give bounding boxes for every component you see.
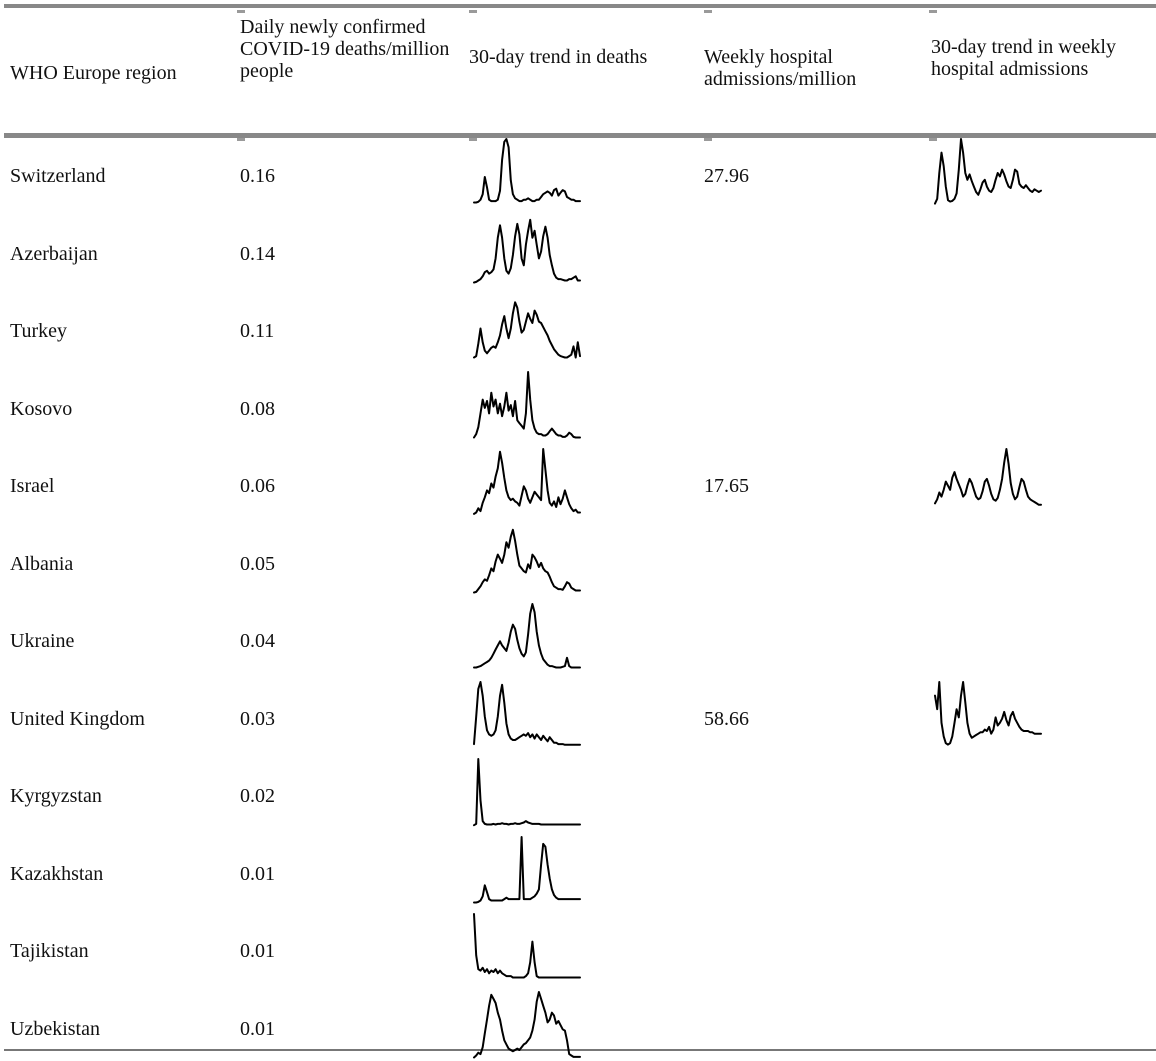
column-tick xyxy=(704,138,712,141)
header-region: WHO Europe region xyxy=(10,62,177,84)
row-deaths: 0.06 xyxy=(240,475,275,497)
row-region: Ukraine xyxy=(10,630,75,652)
deaths-trend-sparkline xyxy=(473,758,581,827)
row-region: Azerbaijan xyxy=(10,242,98,265)
header-hosp-trend: 30-day trend in weekly hospital admissio… xyxy=(931,36,1116,80)
deaths-trend-sparkline xyxy=(473,990,581,1058)
deaths-trend-sparkline xyxy=(473,301,581,359)
column-tick xyxy=(704,10,712,13)
row-region: United Kingdom xyxy=(10,707,145,730)
table-header-rule xyxy=(4,133,1156,138)
row-region: Kazakhstan xyxy=(10,862,104,885)
row-deaths: 0.16 xyxy=(240,165,275,187)
column-tick xyxy=(929,10,937,13)
column-tick xyxy=(469,138,477,141)
deaths-trend-sparkline-line xyxy=(473,448,581,515)
deaths-trend-sparkline-line xyxy=(473,218,581,283)
deaths-trend-sparkline-line xyxy=(473,370,581,438)
row-hosp: 58.66 xyxy=(704,707,749,730)
deaths-trend-sparkline xyxy=(473,138,581,204)
deaths-trend-sparkline xyxy=(473,528,581,593)
row-deaths: 0.01 xyxy=(240,1017,275,1040)
column-tick xyxy=(469,10,477,13)
hosp-trend-sparkline xyxy=(934,680,1042,746)
row-hosp: 17.65 xyxy=(704,475,749,497)
row-deaths: 0.02 xyxy=(240,785,275,807)
header-deaths-trend: 30-day trend in deaths xyxy=(469,46,648,68)
deaths-trend-sparkline xyxy=(473,218,581,283)
row-deaths: 0.04 xyxy=(240,630,275,652)
row-region: Turkey xyxy=(10,320,68,342)
deaths-trend-sparkline xyxy=(473,835,581,903)
row-deaths: 0.05 xyxy=(240,552,275,575)
deaths-trend-sparkline-line xyxy=(473,990,581,1058)
deaths-trend-sparkline-line xyxy=(473,913,581,979)
row-region: Tajikistan xyxy=(10,940,89,962)
hosp-trend-sparkline-line xyxy=(934,138,1042,205)
deaths-trend-sparkline xyxy=(473,448,581,515)
header-deaths: Daily newly confirmed COVID-19 deaths/mi… xyxy=(240,16,450,82)
hosp-trend-sparkline-line xyxy=(934,448,1042,506)
deaths-trend-sparkline-line xyxy=(473,528,581,593)
row-deaths: 0.01 xyxy=(240,862,275,885)
deaths-trend-sparkline xyxy=(473,913,581,979)
row-deaths: 0.08 xyxy=(240,397,275,420)
row-region: Israel xyxy=(10,475,55,497)
deaths-trend-sparkline-line xyxy=(473,835,581,903)
deaths-trend-sparkline xyxy=(473,680,581,746)
row-region: Albania xyxy=(10,552,74,575)
row-region: Uzbekistan xyxy=(10,1017,100,1040)
row-deaths: 0.03 xyxy=(240,707,275,730)
column-tick xyxy=(237,138,245,141)
column-tick xyxy=(237,10,245,13)
deaths-trend-sparkline-line xyxy=(473,758,581,827)
deaths-trend-sparkline-line xyxy=(473,680,581,746)
hosp-trend-sparkline-line xyxy=(934,680,1042,746)
row-region: Kosovo xyxy=(10,397,73,420)
row-region: Switzerland xyxy=(10,165,106,187)
column-tick xyxy=(929,138,937,141)
table-top-rule xyxy=(4,4,1156,8)
row-deaths: 0.14 xyxy=(240,242,275,265)
hosp-trend-sparkline xyxy=(934,448,1042,506)
table-bottom-rule xyxy=(4,1049,1156,1051)
row-region: Kyrgyzstan xyxy=(10,785,102,807)
deaths-trend-sparkline xyxy=(473,603,581,669)
hosp-trend-sparkline xyxy=(934,138,1042,205)
deaths-trend-sparkline-line xyxy=(473,138,581,204)
deaths-trend-sparkline-line xyxy=(473,301,581,359)
row-deaths: 0.11 xyxy=(240,320,275,342)
deaths-trend-sparkline xyxy=(473,370,581,438)
row-deaths: 0.01 xyxy=(240,940,275,962)
header-hosp: Weekly hospital admissions/million xyxy=(704,46,857,90)
row-hosp: 27.96 xyxy=(704,165,749,187)
deaths-trend-sparkline-line xyxy=(473,603,581,669)
